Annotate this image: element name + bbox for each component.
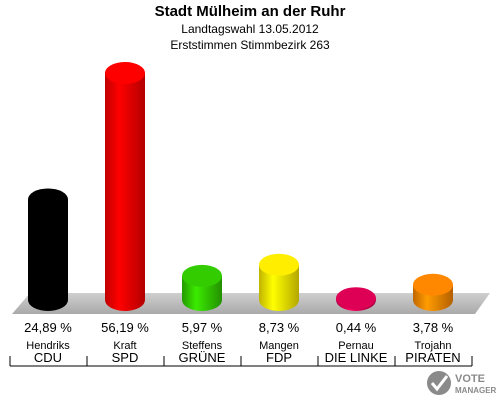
bar-top bbox=[336, 287, 376, 310]
chart-subtitle-2: Erststimmen Stimmbezirk 263 bbox=[170, 38, 330, 52]
candidate-label: Pernau bbox=[338, 340, 373, 352]
vote-manager-logo: VOTE MANAGER bbox=[424, 368, 500, 400]
party-label: FDP bbox=[266, 350, 292, 365]
value-label: 3,78 % bbox=[413, 320, 454, 335]
bar-top bbox=[413, 273, 453, 296]
value-label: 8,73 % bbox=[259, 320, 300, 335]
bar-grüne bbox=[182, 264, 222, 311]
candidate-label: Mangen bbox=[259, 340, 299, 352]
value-label: 0,44 % bbox=[336, 320, 377, 335]
party-label: DIE LINKE bbox=[325, 350, 388, 365]
logo-text-vote: VOTE bbox=[455, 373, 485, 385]
value-label: 5,97 % bbox=[182, 320, 223, 335]
candidate-label: Hendriks bbox=[26, 340, 70, 352]
logo-text-manager: MANAGER bbox=[455, 386, 497, 395]
bar-piraten bbox=[413, 273, 453, 311]
bar-cdu bbox=[28, 188, 68, 311]
bar-spd bbox=[105, 62, 145, 311]
candidate-label: Steffens bbox=[182, 340, 223, 352]
candidate-label: Trojahn bbox=[415, 340, 452, 352]
bar-top bbox=[259, 253, 299, 276]
value-label: 24,89 % bbox=[24, 320, 72, 335]
bar-top bbox=[182, 264, 222, 287]
party-label: SPD bbox=[112, 350, 139, 365]
party-label: CDU bbox=[34, 350, 62, 365]
vote-manager-logo-icon: VOTE MANAGER bbox=[427, 371, 497, 395]
party-label: PIRATEN bbox=[405, 350, 460, 365]
bar-body bbox=[105, 73, 145, 311]
bar-top bbox=[105, 62, 145, 84]
chart-title: Stadt Mülheim an der Ruhr bbox=[154, 3, 346, 20]
bar-body bbox=[28, 199, 68, 311]
party-label: GRÜNE bbox=[179, 350, 226, 365]
bar-fdp bbox=[259, 253, 299, 311]
chart-subtitle: Landtagswahl 13.05.2012 bbox=[181, 22, 319, 36]
bar-top bbox=[28, 188, 68, 211]
candidate-label: Kraft bbox=[113, 340, 136, 352]
value-label: 56,19 % bbox=[101, 320, 149, 335]
bar-body bbox=[259, 264, 299, 311]
bar-die-linke bbox=[336, 287, 376, 311]
